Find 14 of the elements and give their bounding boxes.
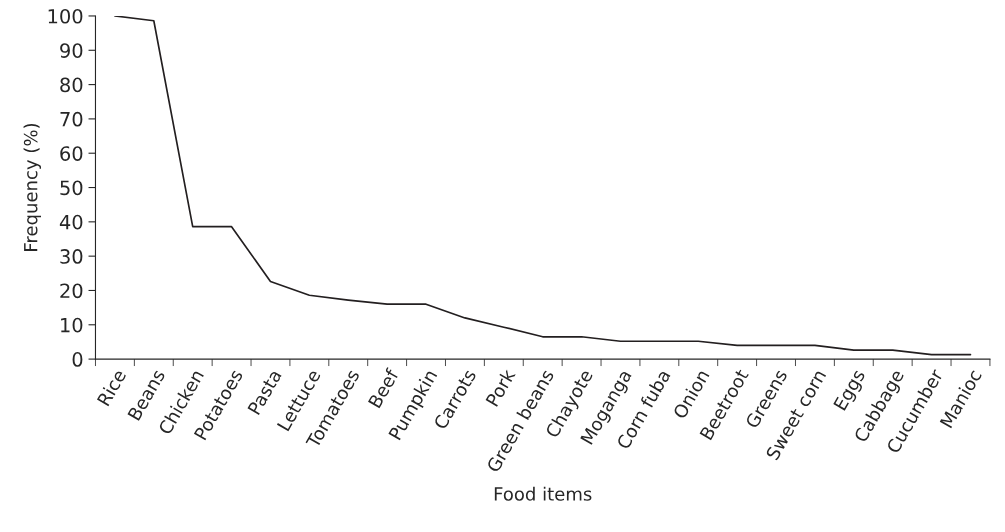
line-series [114, 15, 972, 356]
y-tick-label: 50 [60, 180, 83, 196]
y-tick-label: 0 [72, 352, 83, 367]
y-tick-label: 30 [60, 249, 83, 264]
x-axis-title: Food items [494, 486, 592, 501]
y-tick-label: 10 [61, 317, 83, 333]
y-tick-label: 80 [60, 77, 83, 93]
y-tick-label: 100 [48, 8, 83, 24]
y-axis-title: Frequency (%) [23, 123, 41, 251]
y-tick-label: 70 [60, 111, 83, 127]
y-tick-label: 60 [60, 146, 83, 161]
y-tick-label: 20 [60, 283, 83, 299]
y-tick-label: 40 [59, 214, 83, 230]
y-tick-label: 90 [60, 43, 83, 58]
